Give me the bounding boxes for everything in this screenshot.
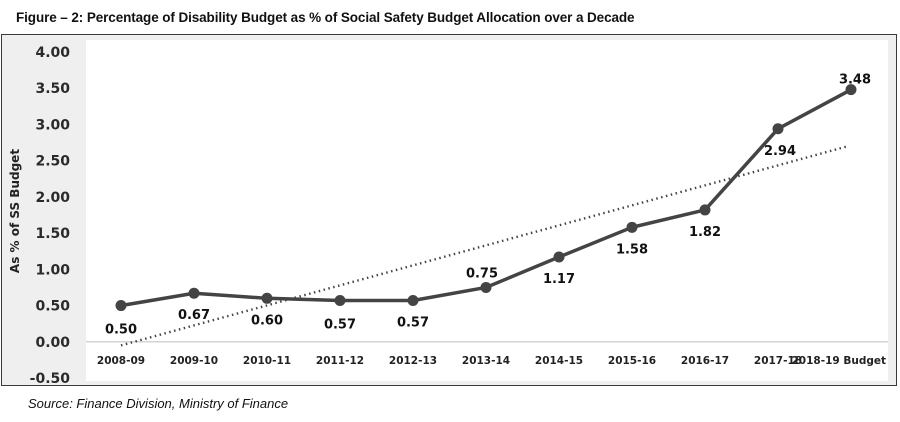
x-tick-label: 2018-19 Budget	[792, 355, 887, 367]
data-label: 0.60	[251, 313, 283, 328]
trendline	[120, 145, 849, 347]
x-tick-label: 2015-16	[608, 355, 656, 367]
x-tick-label: 2017-18	[754, 355, 802, 367]
plot-area	[86, 40, 888, 381]
data-label: 1.17	[543, 272, 575, 287]
data-point	[553, 251, 565, 263]
data-point	[407, 294, 419, 306]
y-axis-label: As % of SS Budget	[8, 149, 22, 273]
x-axis-ticks: 2008-09 2009-10 2010-11 2011-12 2012-13 2013-…	[97, 355, 886, 367]
y-axis-ticks: 4.00 3.50 3.00 2.50 2.00 1.50 1.00 0.50 0.00 -0.5…	[30, 45, 71, 387]
x-tick-label: 2010-11	[243, 355, 291, 367]
y-tick-label: 0.50	[35, 299, 70, 315]
data-point	[261, 292, 273, 304]
data-point	[699, 204, 711, 216]
y-tick-label: 1.00	[35, 262, 70, 278]
x-tick-label: 2014-15	[535, 355, 583, 367]
x-tick-label: 2009-10	[170, 355, 218, 367]
source-note: Source: Finance Division, Ministry of Fi…	[28, 396, 289, 411]
x-tick-label: 2008-09	[97, 355, 145, 367]
y-tick-label: 4.00	[35, 45, 70, 61]
data-point	[334, 294, 346, 306]
y-tick-label: 1.50	[35, 226, 70, 242]
data-label: 0.67	[178, 308, 210, 323]
data-label: 0.75	[466, 266, 498, 281]
x-tick-label: 2013-14	[462, 355, 510, 367]
data-label: 2.94	[764, 144, 796, 159]
data-point	[115, 300, 127, 312]
data-point	[188, 287, 200, 299]
y-tick-label: 2.00	[35, 190, 70, 206]
y-tick-label: 0.00	[35, 335, 70, 351]
data-point	[845, 84, 857, 96]
y-tick-label: 2.50	[35, 154, 70, 170]
figure-title: Figure – 2: Percentage of Disability Bud…	[16, 10, 635, 25]
y-tick-label: 3.50	[35, 81, 70, 97]
data-label: 3.48	[839, 73, 871, 88]
data-point	[626, 221, 638, 233]
data-labels: 0.50 0.67 0.60 0.57 0.57 0.75 1.17 1.58 1.82 2.94…	[105, 73, 871, 338]
series-markers	[115, 84, 857, 312]
data-label: 0.57	[397, 315, 429, 330]
x-tick-label: 2012-13	[389, 355, 437, 367]
data-label: 1.82	[689, 225, 721, 240]
data-label: 0.57	[324, 317, 356, 332]
x-tick-label: 2016-17	[681, 355, 729, 367]
y-tick-label: 3.00	[35, 117, 70, 133]
x-tick-label: 2011-12	[316, 355, 364, 367]
y-tick-label: -0.50	[30, 371, 71, 387]
data-label: 1.58	[616, 242, 648, 257]
data-point	[772, 123, 784, 135]
data-label: 0.50	[105, 323, 137, 338]
data-point	[480, 281, 492, 293]
